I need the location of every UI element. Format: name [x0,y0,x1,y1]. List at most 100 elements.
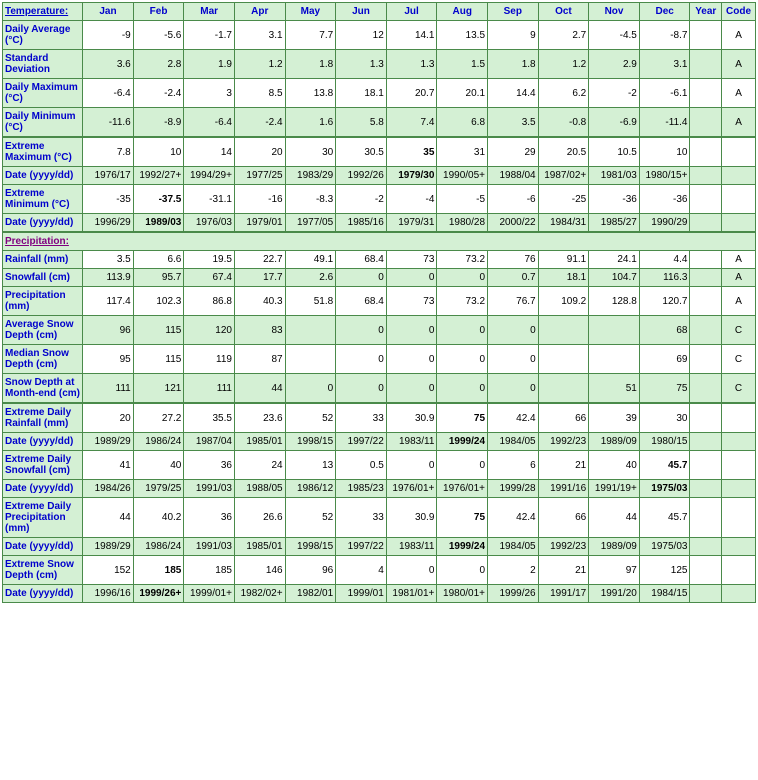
cell: 1985/27 [589,214,640,233]
table-row: Date (yyyy/dd)1989/291986/241991/031985/… [3,538,756,556]
cell: 1984/31 [538,214,589,233]
col-jan: Jan [83,3,134,21]
cell: 1991/16 [538,480,589,498]
cell: 45.7 [639,451,690,480]
cell: 12 [336,21,387,50]
cell: 1989/29 [83,538,134,556]
table-row: Precipitation (mm)117.4102.386.840.351.8… [3,287,756,316]
cell: 115 [133,345,184,374]
cell: -4.5 [589,21,640,50]
cell: 95 [83,345,134,374]
cell: 0 [386,556,437,585]
table-row: Date (yyyy/dd)1996/291989/031976/031979/… [3,214,756,233]
cell: -25 [538,185,589,214]
table-row: Standard Deviation3.62.81.91.21.81.31.31… [3,50,756,79]
cell: 111 [83,374,134,404]
code-cell [722,556,756,585]
cell: 20 [83,403,134,433]
row-label: Median Snow Depth (cm) [3,345,83,374]
cell: 1991/03 [184,538,235,556]
cell: 1981/03 [589,167,640,185]
cell: 3.5 [83,251,134,269]
col-sep: Sep [488,3,539,21]
cell: 73.2 [437,251,488,269]
cell: 33 [336,403,387,433]
cell: 9 [488,21,539,50]
row-label: Date (yyyy/dd) [3,585,83,603]
cell: 26.6 [234,498,285,538]
table-row: Average Snow Depth (cm)9611512083000068C [3,316,756,345]
cell: 120.7 [639,287,690,316]
cell: 1989/09 [589,538,640,556]
cell: 35.5 [184,403,235,433]
table-row: Extreme Daily Precipitation (mm)4440.236… [3,498,756,538]
row-label: Precipitation (mm) [3,287,83,316]
year-cell [690,585,722,603]
cell: 68 [639,316,690,345]
cell: 18.1 [538,269,589,287]
year-cell [690,538,722,556]
col-year: Year [690,3,722,21]
cell: 104.7 [589,269,640,287]
table-row: Daily Minimum (°C)-11.6-8.9-6.4-2.41.65.… [3,108,756,138]
cell: -8.9 [133,108,184,138]
cell: 1999/24 [437,538,488,556]
cell: 30.5 [336,137,387,167]
cell: 14.4 [488,79,539,108]
table-row: Extreme Daily Rainfall (mm)2027.235.523.… [3,403,756,433]
cell: 75 [437,498,488,538]
cell: 76 [488,251,539,269]
cell: 1990/05+ [437,167,488,185]
cell: 0 [386,345,437,374]
year-cell [690,403,722,433]
row-label: Extreme Maximum (°C) [3,137,83,167]
cell: 45.7 [639,498,690,538]
row-label: Extreme Daily Rainfall (mm) [3,403,83,433]
cell: 51 [589,374,640,404]
cell: 1985/16 [336,214,387,233]
cell: 2000/22 [488,214,539,233]
year-cell [690,374,722,404]
cell: 91.1 [538,251,589,269]
code-cell: A [722,79,756,108]
cell: 1977/25 [234,167,285,185]
row-label: Date (yyyy/dd) [3,167,83,185]
cell: 7.7 [285,21,336,50]
code-cell [722,185,756,214]
cell: 1986/24 [133,433,184,451]
cell [589,345,640,374]
cell: 36 [184,451,235,480]
cell: -6 [488,185,539,214]
cell: 1989/09 [589,433,640,451]
cell: 30.9 [386,498,437,538]
cell: 1999/01+ [184,585,235,603]
cell: 4 [336,556,387,585]
code-cell: C [722,374,756,404]
cell: 27.2 [133,403,184,433]
cell: -8.7 [639,21,690,50]
cell: 24 [234,451,285,480]
table-row: Extreme Daily Snowfall (cm)41403624130.5… [3,451,756,480]
cell: 2.9 [589,50,640,79]
cell: 1999/26+ [133,585,184,603]
code-cell: A [722,21,756,50]
cell: 1.3 [386,50,437,79]
header-row: Temperature: Jan Feb Mar Apr May Jun Jul… [3,3,756,21]
cell: 1.5 [437,50,488,79]
cell: -11.6 [83,108,134,138]
cell: 97 [589,556,640,585]
cell: -0.8 [538,108,589,138]
cell: 3.6 [83,50,134,79]
cell: 0 [285,374,336,404]
row-label: Date (yyyy/dd) [3,538,83,556]
row-label: Extreme Daily Precipitation (mm) [3,498,83,538]
cell: 117.4 [83,287,134,316]
cell [285,345,336,374]
cell: 10 [133,137,184,167]
cell: 52 [285,498,336,538]
cell: 66 [538,498,589,538]
cell: 1992/27+ [133,167,184,185]
year-cell [690,269,722,287]
cell: 0 [437,556,488,585]
section-row: Precipitation: [3,232,756,251]
